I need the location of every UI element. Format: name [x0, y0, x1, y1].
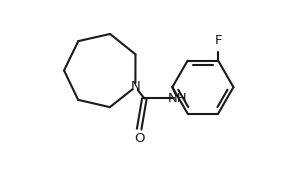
- Text: F: F: [214, 34, 222, 47]
- Text: NH: NH: [168, 92, 188, 105]
- Text: O: O: [134, 132, 144, 145]
- Text: N: N: [131, 80, 140, 93]
